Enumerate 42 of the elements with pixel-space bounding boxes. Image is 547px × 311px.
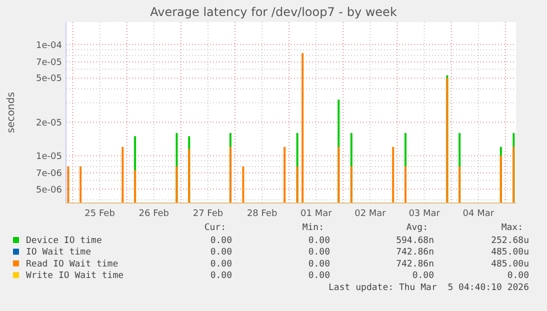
- text: 485.00u: [491, 259, 529, 270]
- y-tick-label: 7e-06: [36, 169, 62, 180]
- text: Max:: [501, 223, 523, 233]
- x-tick-label: 25 Feb: [84, 209, 116, 219]
- y-tick-label: 5e-05: [36, 74, 62, 84]
- legend-label: Device IO time: [26, 236, 102, 246]
- text: 0.00: [308, 259, 330, 270]
- x-tick-label: 02 Mar: [354, 209, 386, 219]
- text: Last update: Thu Mar 5 04:40:10 2026: [328, 283, 529, 293]
- y-tick-label: 1e-04: [36, 40, 62, 51]
- text: 0.00: [210, 236, 232, 246]
- x-tick-label: 01 Mar: [300, 209, 332, 219]
- x-tick-label: 26 Feb: [138, 209, 170, 219]
- text: 0.00: [210, 271, 232, 282]
- x-tick-label: 03 Mar: [408, 209, 440, 219]
- text: 0.00: [308, 271, 330, 282]
- x-tick-label: 28 Feb: [246, 209, 278, 219]
- text: Min:: [302, 223, 324, 233]
- x-tick-label: 27 Feb: [192, 209, 224, 219]
- chart-title: Average latency for /dev/loop7 - by week: [150, 5, 397, 19]
- text: 252.68u: [491, 236, 529, 246]
- text: 0.00: [412, 271, 434, 282]
- text: 742.86n: [396, 259, 434, 270]
- text: 0.00: [210, 259, 232, 270]
- legend-label: IO Wait time: [26, 248, 92, 258]
- text: 485.00u: [491, 248, 529, 258]
- x-tick-label: 04 Mar: [462, 209, 494, 219]
- legend-label: Read IO Wait time: [26, 259, 118, 270]
- text: 0.00: [210, 248, 232, 258]
- y-tick-label: 7e-05: [36, 58, 62, 68]
- y-tick-label: 5e-06: [36, 185, 62, 196]
- text: Avg:: [406, 223, 428, 233]
- legend-label: Write IO Wait time: [26, 271, 124, 282]
- y-tick-label: 1e-05: [36, 152, 62, 162]
- text: 0.00: [308, 236, 330, 246]
- y-axis-title: seconds: [6, 92, 17, 133]
- text: 594.68n: [396, 236, 434, 246]
- text: 742.86n: [396, 248, 434, 258]
- y-tick-label: 2e-05: [36, 118, 62, 128]
- text: 0.00: [507, 271, 529, 282]
- text: 0.00: [308, 248, 330, 258]
- text: Cur:: [204, 223, 226, 233]
